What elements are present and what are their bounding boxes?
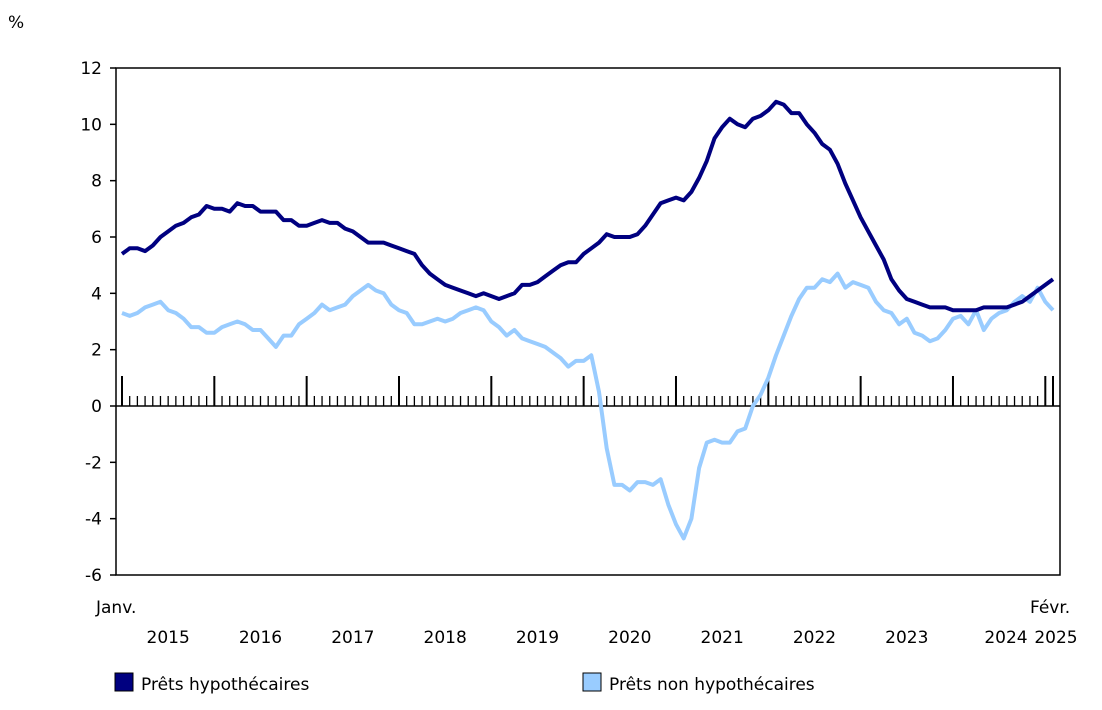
- x-year-label: 2017: [331, 628, 374, 648]
- x-year-label: 2025: [1034, 628, 1077, 648]
- y-tick-label: -2: [85, 453, 102, 473]
- x-year-labels: 2015 2016 2017 2018 2019 2020 2021 2022 2023 2024…: [147, 628, 1078, 648]
- legend: Prêts hypothécaires Prêts non hypothécai…: [114, 672, 815, 695]
- legend-swatch-mortgage: [114, 672, 134, 692]
- x-year-label: 2021: [701, 628, 744, 648]
- legend-label-mortgage: Prêts hypothécaires: [141, 675, 309, 695]
- x-start-label: Janv.: [95, 598, 136, 618]
- x-year-label: 2018: [424, 628, 467, 648]
- legend-item-mortgage: Prêts hypothécaires: [114, 672, 309, 695]
- y-tick-label: 4: [91, 284, 102, 304]
- axes: -6 -4 -2 0 2 4 6 8 10 12: [80, 59, 1061, 586]
- x-year-label: 2019: [516, 628, 559, 648]
- legend-label-non-mortgage: Prêts non hypothécaires: [609, 675, 815, 695]
- y-tick-label: 8: [91, 172, 102, 192]
- y-tick-label: 10: [80, 115, 102, 135]
- series-lines: [120, 99, 1055, 541]
- x-year-label: 2022: [793, 628, 836, 648]
- x-year-label: 2016: [239, 628, 282, 648]
- legend-item-non-mortgage: Prêts non hypothécaires: [582, 672, 815, 695]
- x-year-label: 2015: [147, 628, 190, 648]
- y-tick-label: -6: [85, 566, 102, 586]
- x-year-label: 2024: [984, 628, 1027, 648]
- y-tick-label: 6: [91, 228, 102, 248]
- x-year-label: 2023: [885, 628, 928, 648]
- y-tick-label: 12: [80, 59, 102, 79]
- legend-swatch-non-mortgage: [582, 672, 602, 692]
- plot-frame: [115, 67, 1061, 576]
- series-line-mortgage: [120, 99, 1055, 313]
- y-tick-label: -4: [85, 510, 102, 530]
- y-axis-unit-label: %: [8, 13, 24, 33]
- x-end-label: Févr.: [1030, 598, 1070, 618]
- y-tick-label: 0: [91, 397, 102, 417]
- series-line-non-mortgage: [121, 271, 1055, 541]
- y-tick-label: 2: [91, 341, 102, 361]
- x-year-label: 2020: [608, 628, 651, 648]
